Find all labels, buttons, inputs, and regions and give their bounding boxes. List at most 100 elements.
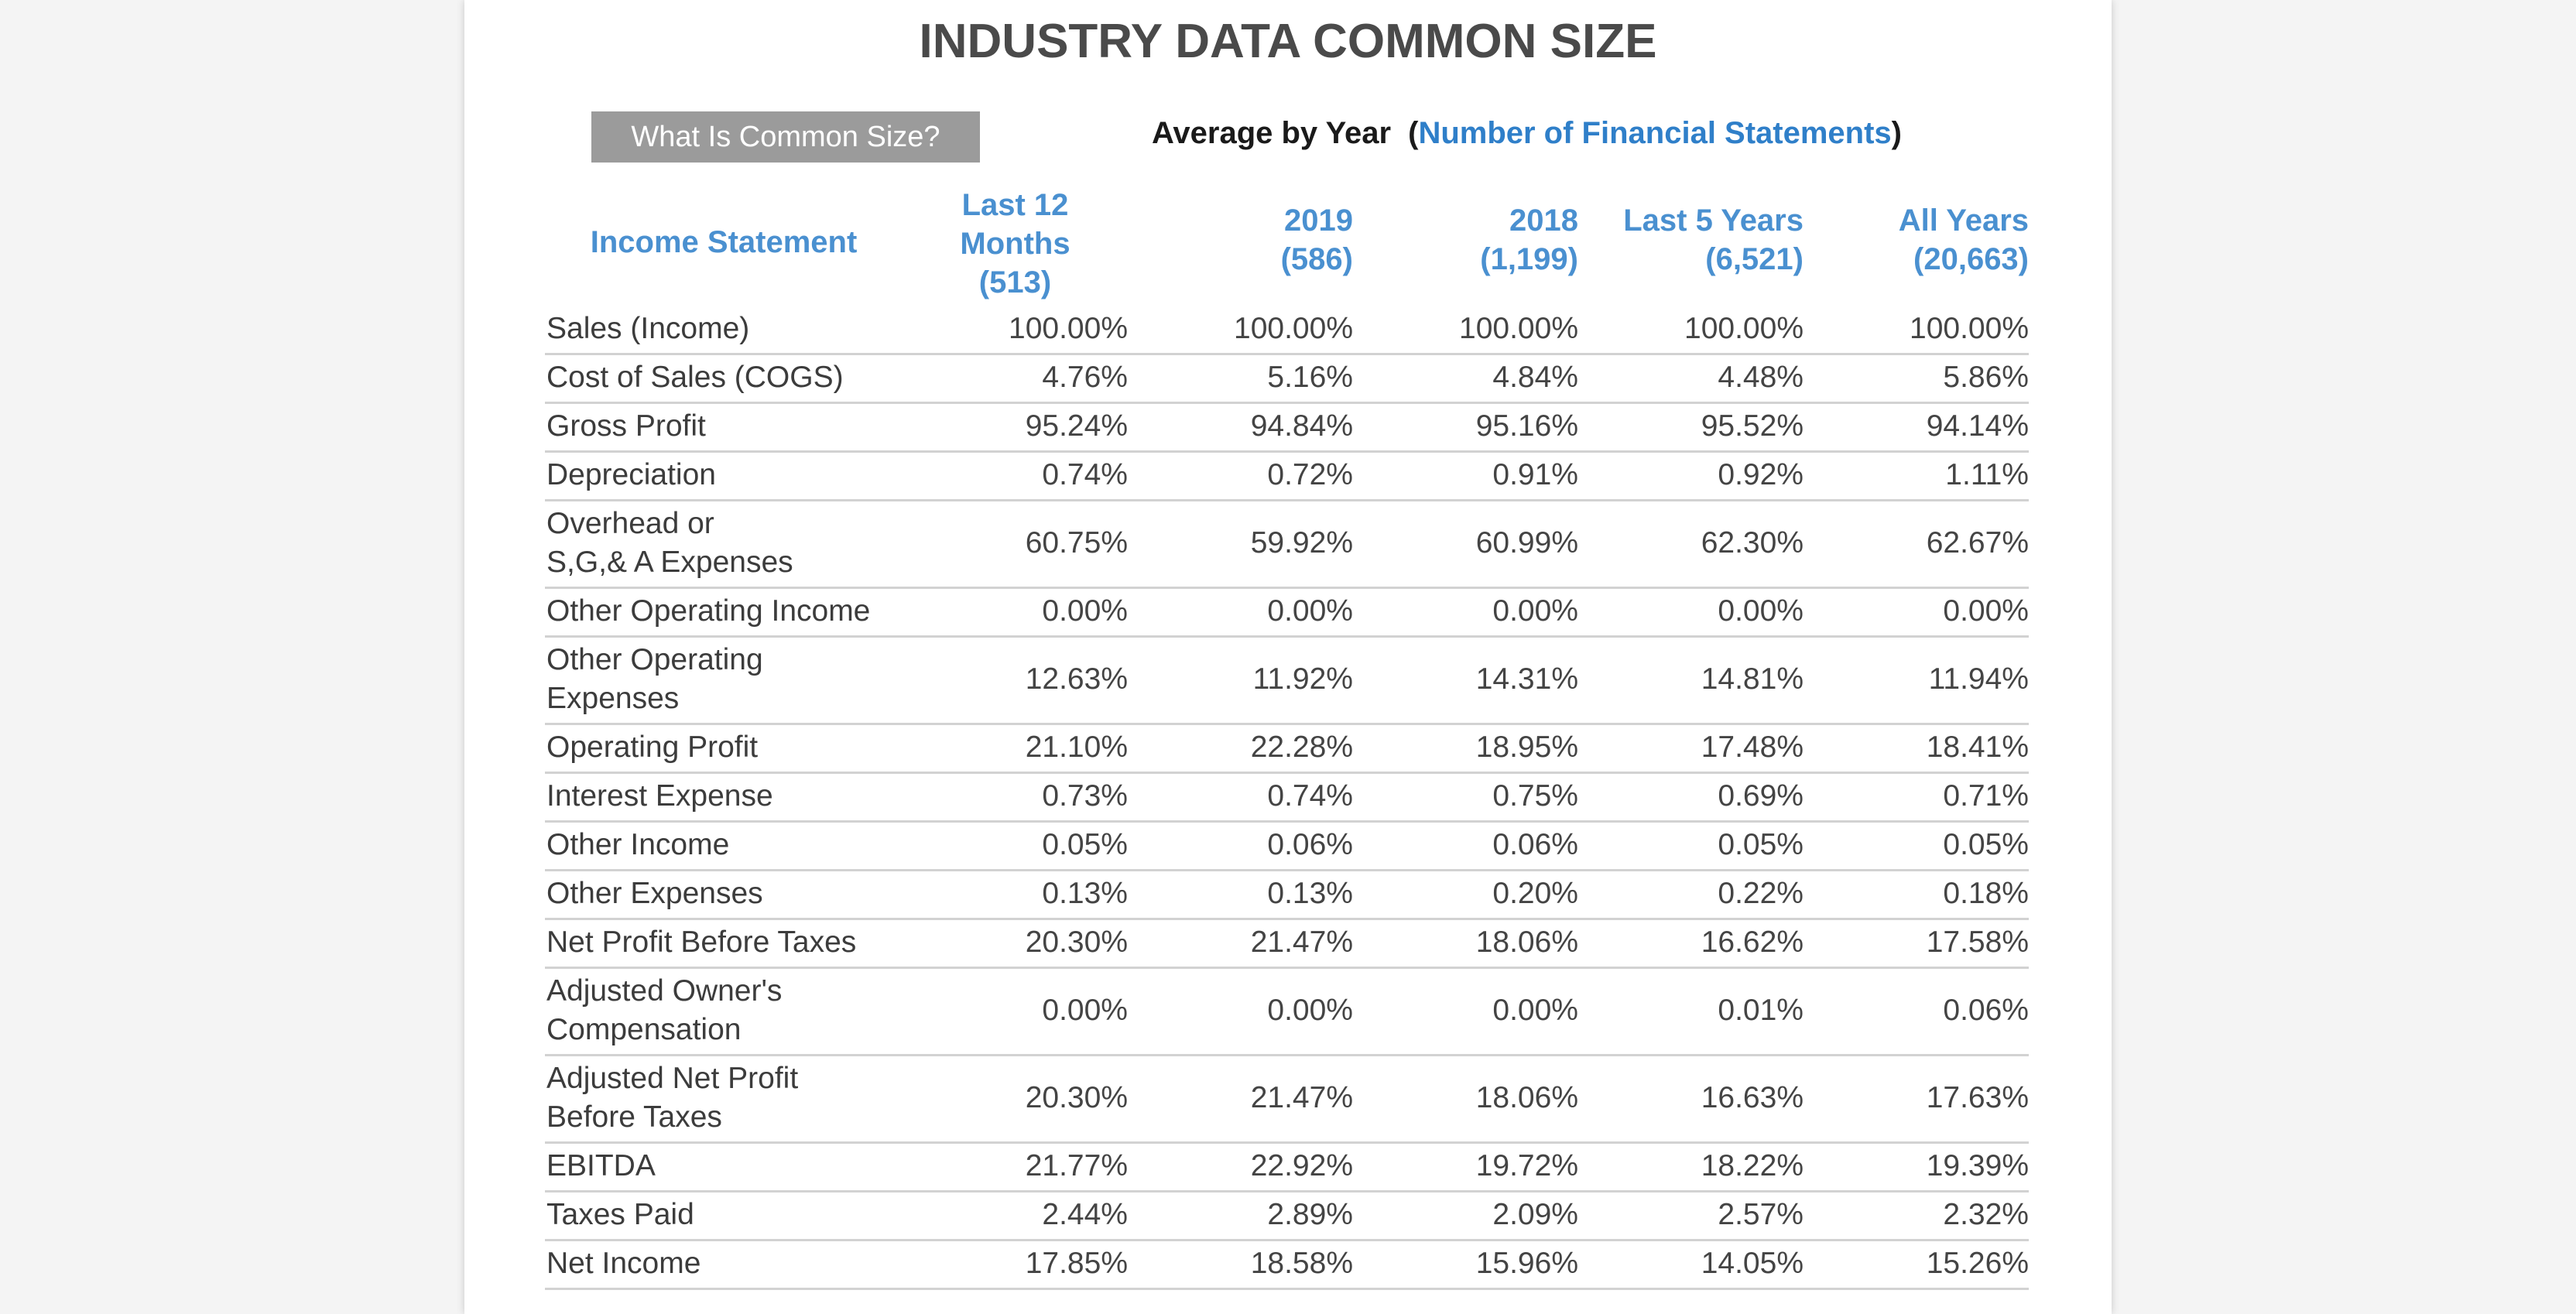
what-is-common-size-button[interactable]: What Is Common Size? (591, 111, 980, 163)
table-cell: 2.57% (1578, 1191, 1804, 1241)
number-of-financial-statements-link[interactable]: Number of Financial Statements (1418, 116, 1892, 150)
row-label-text: Net Income (546, 1247, 701, 1280)
column-header-last-12-months-text: Last 12 Months (513) (960, 188, 1070, 299)
column-header-income-statement: Income Statement (590, 225, 858, 259)
row-label: Other Operating Expenses (545, 636, 903, 725)
row-label: EBITDA (545, 1142, 903, 1193)
table-row: Other Operating Income 0.00% 0.00% 0.00% 0.0… (545, 587, 2029, 638)
table-cell: 0.00% (1353, 967, 1578, 1056)
row-label-text: Other Income (546, 828, 730, 861)
table-header-row: Income Statement Last 12 Months (513) 20… (545, 178, 2029, 306)
row-label-text: Other Expenses (546, 877, 763, 910)
row-label: Adjusted Owner's Compensation (545, 967, 903, 1056)
table-row: Operating Profit 21.10% 22.28% 18.95% 17.48%… (545, 724, 2029, 774)
row-label: Interest Expense (545, 772, 903, 823)
table-cell: 0.69% (1578, 772, 1804, 823)
table-cell: 18.58% (1128, 1240, 1353, 1290)
table-cell: 94.14% (1804, 402, 2029, 453)
report-panel: INDUSTRY DATA COMMON SIZE What Is Common… (464, 0, 2112, 1314)
row-label: Other Expenses (545, 870, 903, 920)
table-cell: 21.77% (903, 1142, 1128, 1193)
table-cell: 100.00% (1578, 306, 1804, 355)
table-cell: 14.05% (1578, 1240, 1804, 1290)
row-label: Net Income (545, 1240, 903, 1290)
row-label: Cost of Sales (COGS) (545, 354, 903, 404)
table-cell: 0.01% (1578, 967, 1804, 1056)
row-label-text: Net Profit Before Taxes (546, 926, 857, 959)
table-row: Other Expenses 0.13% 0.13% 0.20% 0.22% 0.18% (545, 870, 2029, 920)
table-cell: 17.58% (1804, 919, 2029, 969)
table-cell: 22.28% (1128, 724, 1353, 774)
table-row: Sales (Income) 100.00% 100.00% 100.00% 100.0… (545, 306, 2029, 355)
table-cell: 0.05% (1804, 821, 2029, 871)
table-cell: 0.00% (1128, 967, 1353, 1056)
column-header-last-5-years: Last 5 Years (6,521) (1578, 178, 1804, 306)
table-cell: 0.00% (1578, 587, 1804, 638)
table-row: Adjusted Net Profit Before Taxes 20.30% 21… (545, 1055, 2029, 1144)
row-label: Gross Profit (545, 402, 903, 453)
table-cell: 16.63% (1578, 1055, 1804, 1144)
table-row: Depreciation 0.74% 0.72% 0.91% 0.92% 1.11% (545, 451, 2029, 501)
table-cell: 95.16% (1353, 402, 1578, 453)
table-cell: 0.00% (1804, 587, 2029, 638)
table-row: Other Income 0.05% 0.06% 0.06% 0.05% 0.05% (545, 821, 2029, 871)
column-header-all-years: All Years (20,663) (1804, 178, 2029, 306)
table-cell: 0.92% (1578, 451, 1804, 501)
table-cell: 21.47% (1128, 1055, 1353, 1144)
row-label-text: Other Operating Income (546, 594, 871, 628)
table-cell: 0.75% (1353, 772, 1578, 823)
table-cell: 11.92% (1128, 636, 1353, 725)
column-header-2019: 2019 (586) (1128, 178, 1353, 306)
table-cell: 100.00% (903, 306, 1128, 355)
table-cell: 95.52% (1578, 402, 1804, 453)
table-row: Net Profit Before Taxes 20.30% 21.47% 18.06… (545, 919, 2029, 969)
row-label-text: Interest Expense (546, 779, 773, 813)
row-label-text: Sales (Income) (546, 312, 750, 345)
column-header-2018-text: 2018 (1,199) (1480, 204, 1578, 276)
table-cell: 4.84% (1353, 354, 1578, 404)
table-cell: 95.24% (903, 402, 1128, 453)
table-cell: 0.74% (903, 451, 1128, 501)
table-cell: 0.18% (1804, 870, 2029, 920)
row-label-text: Gross Profit (546, 409, 706, 443)
table-cell: 0.00% (1353, 587, 1578, 638)
table-cell: 5.86% (1804, 354, 2029, 404)
row-label: Taxes Paid (545, 1191, 903, 1241)
row-label-text: EBITDA (546, 1149, 656, 1182)
column-header-last-5-years-text: Last 5 Years (6,521) (1623, 204, 1804, 276)
table-cell: 0.71% (1804, 772, 2029, 823)
table-cell: 0.00% (1128, 587, 1353, 638)
column-header-last-12-months: Last 12 Months (513) (903, 178, 1128, 306)
row-label: Overhead or S,G,& A Expenses (545, 500, 903, 589)
row-label-text: Depreciation (546, 458, 716, 491)
table-cell: 20.30% (903, 1055, 1128, 1144)
row-label: Depreciation (545, 451, 903, 501)
row-label: Sales (Income) (545, 306, 903, 355)
table-cell: 0.73% (903, 772, 1128, 823)
table-cell: 0.22% (1578, 870, 1804, 920)
table-cell: 18.95% (1353, 724, 1578, 774)
table-cell: 60.75% (903, 500, 1128, 589)
table-cell: 0.06% (1128, 821, 1353, 871)
table-cell: 18.41% (1804, 724, 2029, 774)
average-by-year-label: Average by Year (1152, 116, 1392, 150)
table-cell: 18.06% (1353, 1055, 1578, 1144)
table-cell: 0.91% (1353, 451, 1578, 501)
row-label: Operating Profit (545, 724, 903, 774)
row-label: Other Operating Income (545, 587, 903, 638)
table-cell: 11.94% (1804, 636, 2029, 725)
table-cell: 2.89% (1128, 1191, 1353, 1241)
table-row: Overhead or S,G,& A Expenses 60.75% 59.92%… (545, 500, 2029, 589)
column-header-2018: 2018 (1,199) (1353, 178, 1578, 306)
table-cell: 19.39% (1804, 1142, 2029, 1193)
row-label-text: Other Operating Expenses (546, 643, 763, 715)
table-cell: 1.11% (1804, 451, 2029, 501)
column-header-2019-text: 2019 (586) (1280, 204, 1353, 276)
row-label-text: Adjusted Owner's Compensation (546, 974, 783, 1046)
table-cell: 60.99% (1353, 500, 1578, 589)
column-header-all-years-text: All Years (20,663) (1898, 204, 2029, 276)
table-row: EBITDA 21.77% 22.92% 19.72% 18.22% 19.39% (545, 1142, 2029, 1193)
table-cell: 100.00% (1128, 306, 1353, 355)
open-paren: ( (1408, 116, 1419, 150)
table-cell: 17.85% (903, 1240, 1128, 1290)
